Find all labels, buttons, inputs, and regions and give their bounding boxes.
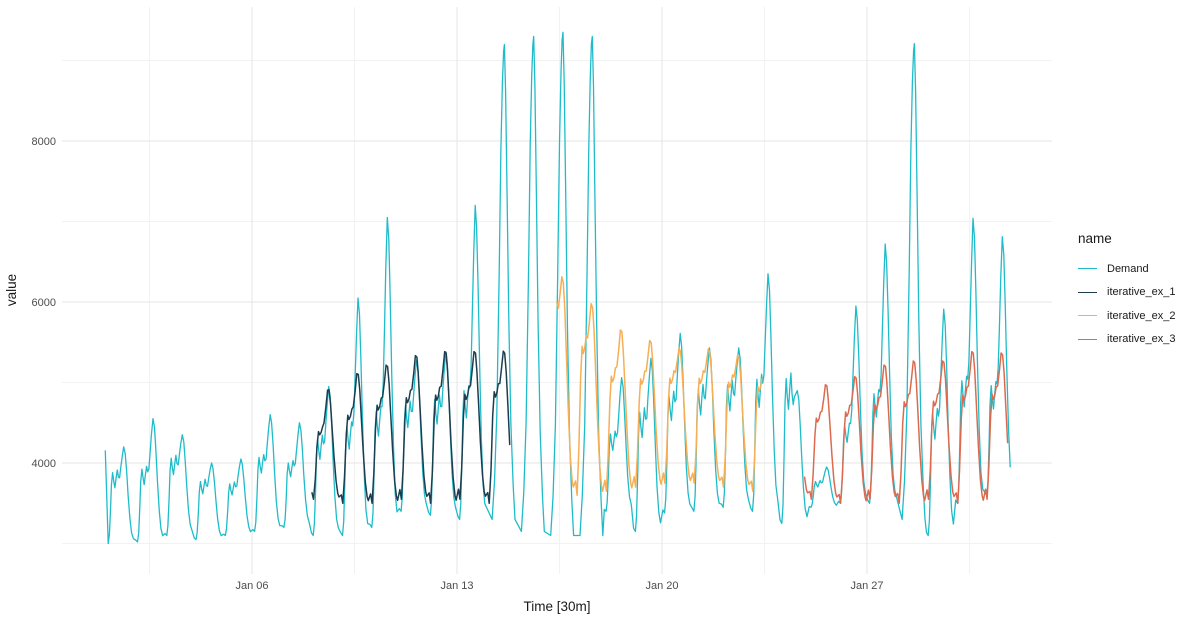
x-axis-title: Time [30m] — [523, 599, 590, 614]
legend-label: iterative_ex_3 — [1107, 333, 1176, 346]
x-tick-label: Jan 27 — [850, 580, 883, 592]
legend-item-iterative_ex_2: iterative_ex_2 — [1078, 304, 1176, 328]
y-tick-label: 8000 — [32, 136, 56, 148]
y-tick-label: 4000 — [32, 458, 56, 470]
series-line-iterative_ex_3 — [803, 350, 1009, 505]
legend-key-line-demand — [1078, 268, 1097, 270]
legend-label: iterative_ex_2 — [1107, 309, 1176, 322]
legend-label: Demand — [1107, 262, 1149, 275]
series-line-iterative_ex_2 — [556, 276, 763, 496]
y-axis-title: value — [4, 274, 19, 306]
gridlines-major — [62, 7, 1052, 574]
legend-item-iterative_ex_1: iterative_ex_1 — [1078, 281, 1176, 305]
x-tick-label: Jan 06 — [235, 580, 268, 592]
y-tick-label: 6000 — [32, 297, 56, 309]
series-line-demand — [104, 31, 1011, 545]
legend-item-iterative_ex_3: iterative_ex_3 — [1078, 328, 1176, 352]
y-axis-tick-labels: 4000 6000 8000 — [32, 136, 56, 470]
legend-label: iterative_ex_1 — [1107, 286, 1176, 299]
legend-item-demand: Demand — [1078, 257, 1176, 281]
legend-key-line-iterative_ex_2 — [1078, 315, 1097, 317]
legend-key-line-iterative_ex_1 — [1078, 291, 1097, 293]
x-axis-tick-labels: Jan 06 Jan 13 Jan 20 Jan 27 — [235, 580, 883, 592]
series-line-iterative_ex_1 — [311, 350, 511, 505]
series-lines — [104, 31, 1011, 545]
x-tick-label: Jan 13 — [440, 580, 473, 592]
legend-title: name — [1078, 231, 1112, 246]
gridlines-minor — [62, 7, 1052, 574]
x-tick-label: Jan 20 — [645, 580, 678, 592]
legend-key-line-iterative_ex_3 — [1078, 338, 1097, 340]
